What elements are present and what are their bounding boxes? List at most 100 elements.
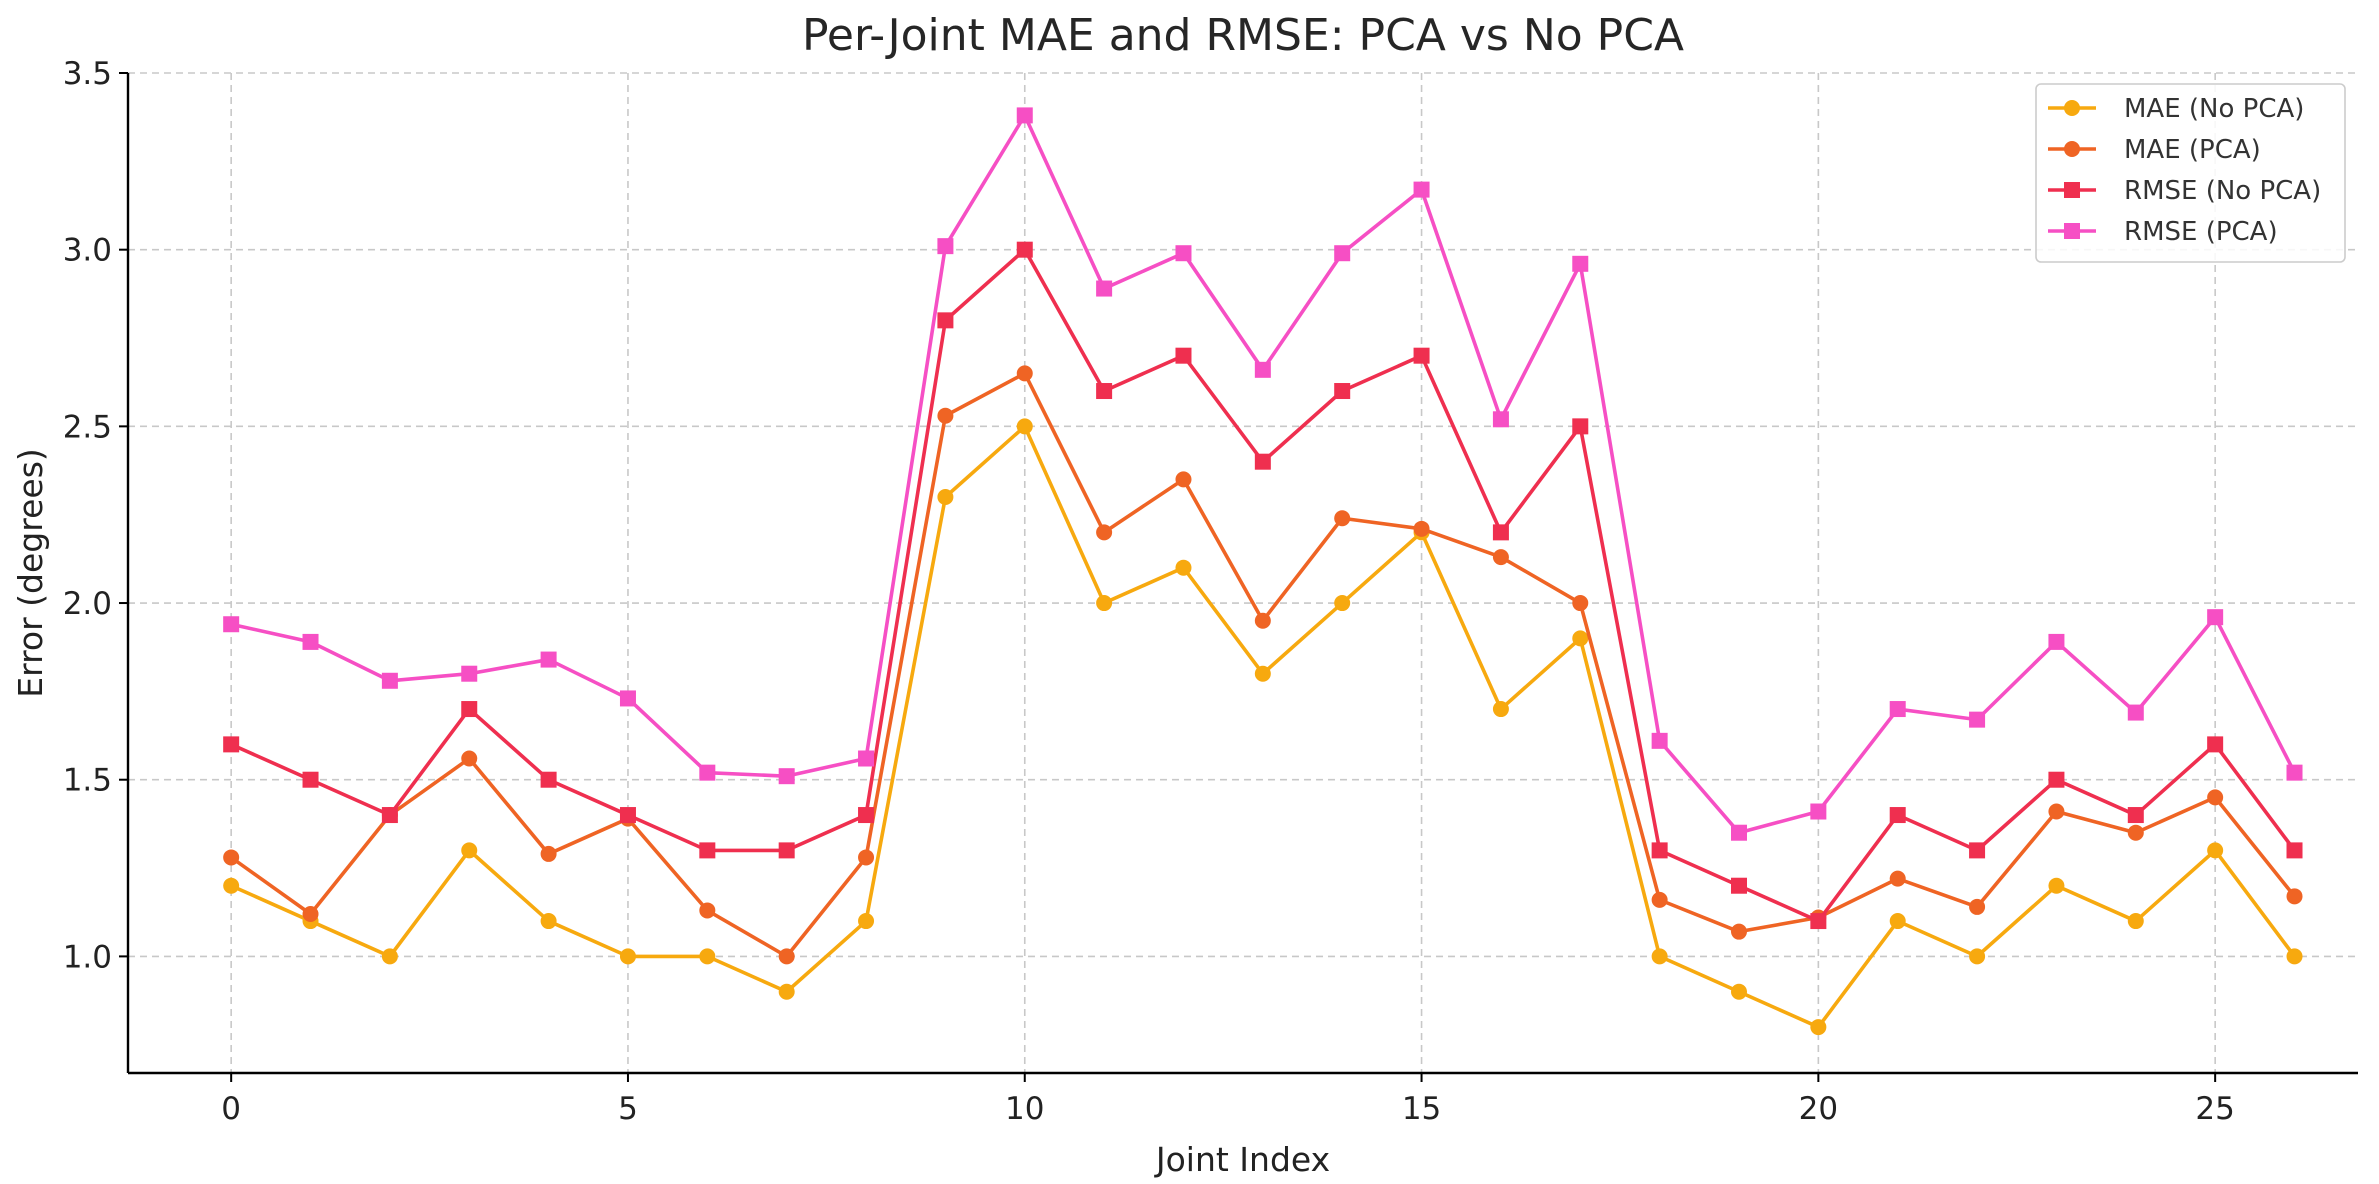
data-point [619,807,636,824]
x-tick-label: 0 [221,1091,241,1127]
data-point [1096,524,1113,541]
data-point [1730,824,1747,841]
legend-marker [2064,223,2080,239]
data-point [2286,948,2303,965]
x-tick-label: 20 [1799,1091,1838,1127]
data-point [1334,245,1351,262]
data-point [540,771,557,788]
data-point [1254,361,1271,378]
ticks-layer: 0 5 10 15 20 25 1.0 1.5 2.0 2.5 3.0 3.5 [63,56,2235,1127]
data-point [1651,732,1668,749]
data-point [381,807,398,824]
data-point [2127,704,2144,721]
data-point [2207,842,2224,859]
data-point [1889,807,1906,824]
x-tick-label: 5 [618,1091,638,1127]
data-point [1254,612,1271,629]
data-point [778,842,795,859]
data-point [1572,595,1589,612]
data-point [1730,923,1747,940]
legend-entry: MAE (No PCA) [2048,94,2304,124]
data-point [1334,510,1351,527]
series-rmse-pca [223,107,2303,841]
data-point [1492,701,1509,718]
series-line [229,247,2297,923]
x-tick-label: 15 [1402,1091,1441,1127]
legend-entry: RMSE (PCA) [2048,217,2278,247]
data-point [2207,789,2224,806]
data-point [1572,418,1589,435]
data-point [1096,383,1113,400]
data-point [1016,241,1033,258]
legend-marker [2064,182,2080,198]
data-point [223,736,240,753]
legend-label: RMSE (PCA) [2124,217,2278,247]
data-point [937,312,954,329]
data-point [858,750,875,767]
data-point [302,905,319,922]
data-point [1889,870,1906,887]
series-mae-pca [223,365,2303,965]
data-point [302,633,319,650]
data-point [1969,948,1986,965]
data-point [2127,913,2144,930]
legend-box [2035,83,2346,263]
data-point [1889,701,1906,718]
data-point [1730,877,1747,894]
legend-entry: RMSE (No PCA) [2048,176,2321,206]
data-point [1175,471,1192,488]
data-point [1730,983,1747,1000]
data-point [699,948,716,965]
data-point [461,665,478,682]
data-point [858,807,875,824]
data-point [1572,255,1589,272]
data-point [2048,877,2065,894]
data-point [1016,418,1033,435]
data-point [1651,948,1668,965]
series-rmse-no-pca [223,241,2303,930]
series-mae-no-pca [223,418,2303,1036]
data-point [1334,383,1351,400]
data-point [1413,347,1430,364]
data-point [1413,520,1430,537]
data-point [2048,771,2065,788]
data-point [858,849,875,866]
data-point [381,672,398,689]
data-point [1016,365,1033,382]
series-layer [223,107,2303,1036]
legend-marker [2064,100,2080,116]
data-point [223,849,240,866]
data-point [1413,181,1430,198]
data-point [1969,711,1986,728]
data-point [1969,842,1986,859]
y-tick-label: 1.5 [63,763,112,799]
data-point [699,842,716,859]
legend-marker [2064,141,2080,157]
data-point [223,877,240,894]
legend-label: MAE (PCA) [2124,135,2261,165]
data-point [1572,630,1589,647]
data-point [2286,764,2303,781]
legend-label: RMSE (No PCA) [2124,176,2321,206]
data-point [540,651,557,668]
data-point [2286,888,2303,905]
data-point [461,750,478,767]
data-point [937,489,954,506]
data-point [778,983,795,1000]
data-point [1175,245,1192,262]
data-point [619,948,636,965]
data-point [381,948,398,965]
data-point [937,238,954,255]
x-tick-label: 25 [2195,1091,2234,1127]
y-tick-label: 3.5 [63,56,112,92]
grid-layer [128,72,2358,1073]
x-axis-label: Joint Index [1154,1140,1330,1179]
data-point [1096,280,1113,297]
data-point [2048,633,2065,650]
data-point [778,768,795,785]
legend-entry: MAE (PCA) [2048,135,2261,165]
data-point [1175,559,1192,576]
data-point [699,902,716,919]
data-point [461,701,478,718]
